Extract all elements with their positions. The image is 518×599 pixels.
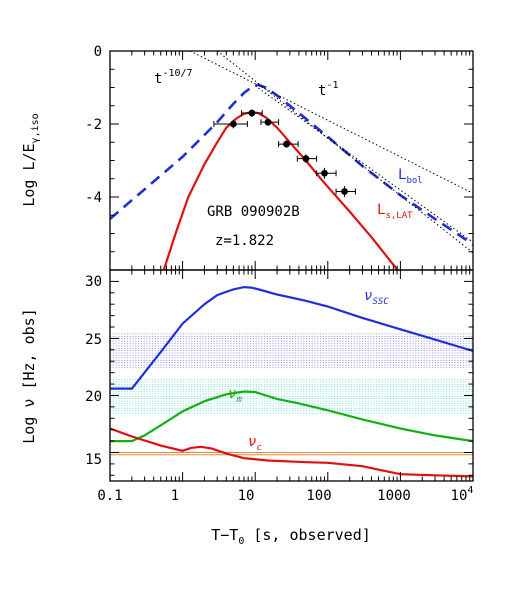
bottom-panel-frame — [109, 269, 474, 482]
lat-data-point — [241, 109, 263, 117]
xtick-label-0.1: 0.1 — [97, 488, 122, 504]
top-ytick-label-2: -4 — [85, 190, 102, 206]
bottom-ytick-label-15: 15 — [85, 452, 102, 468]
top-panel-frame — [109, 50, 474, 271]
xtick-label-1000: 1000 — [377, 488, 411, 504]
axis-ticks — [109, 50, 474, 481]
powerlaw-label-10-7: t-10/7 — [154, 68, 193, 87]
data-marker — [302, 155, 310, 163]
data-marker — [283, 140, 290, 148]
xtick-label-100: 100 — [306, 488, 331, 504]
pl1-curve — [254, 85, 473, 243]
l-bol-label: Lbol — [398, 167, 423, 186]
redshift-label: z=1.822 — [215, 233, 274, 249]
band_ssc — [110, 333, 473, 368]
frequency-curves — [110, 285, 473, 478]
data-marker — [341, 188, 348, 195]
band_m — [110, 379, 473, 414]
top-ytick-label-0: 0 — [94, 44, 102, 60]
bottom-ytick-label-20: 20 — [85, 389, 102, 405]
nu-m-label: νm — [228, 386, 242, 405]
l_bol-curve — [110, 83, 473, 246]
grb-name-label: GRB 090902B — [207, 204, 300, 220]
nu_c-curve — [110, 427, 473, 478]
lat-data-points — [213, 109, 356, 197]
luminosity-curves — [110, 51, 473, 270]
pl2-curve — [189, 51, 473, 194]
lat-data-point — [213, 119, 248, 129]
lat-data-point — [316, 167, 337, 179]
bottom-ytick-label-25: 25 — [85, 332, 102, 348]
data-marker — [248, 109, 256, 117]
x-axis-title: T−T0 [s, observed] — [211, 526, 371, 547]
l-lat-label: Ls,LAT — [377, 202, 413, 221]
data-marker — [264, 118, 272, 126]
nu_ssc-curve — [110, 285, 473, 390]
lat-data-point — [335, 186, 356, 197]
nu-c-label: νc — [248, 434, 262, 453]
data-marker — [321, 169, 328, 177]
nu-ssc-label: νSSC — [364, 288, 389, 307]
band_c — [110, 451, 473, 456]
lat-data-point — [260, 118, 280, 126]
top-y-axis-title: Log L/Eγ,iso — [20, 113, 41, 206]
powerlaw-label-1: t-1 — [318, 80, 338, 99]
frequency-bands — [110, 333, 473, 456]
bottom-ytick-label-30: 30 — [85, 274, 102, 290]
lat-data-point — [296, 154, 318, 164]
top-ytick-label-1: -2 — [85, 117, 102, 133]
data-marker — [229, 120, 237, 128]
bottom-y-axis-title: Log ν [Hz, obs] — [20, 308, 38, 443]
xtick-label-10000: 104 — [451, 485, 474, 504]
xtick-label-1: 1 — [171, 488, 179, 504]
nu_m-curve — [110, 390, 473, 443]
xtick-label-10: 10 — [238, 488, 255, 504]
l_lat-curve — [162, 110, 399, 270]
lat-data-point — [278, 140, 299, 148]
